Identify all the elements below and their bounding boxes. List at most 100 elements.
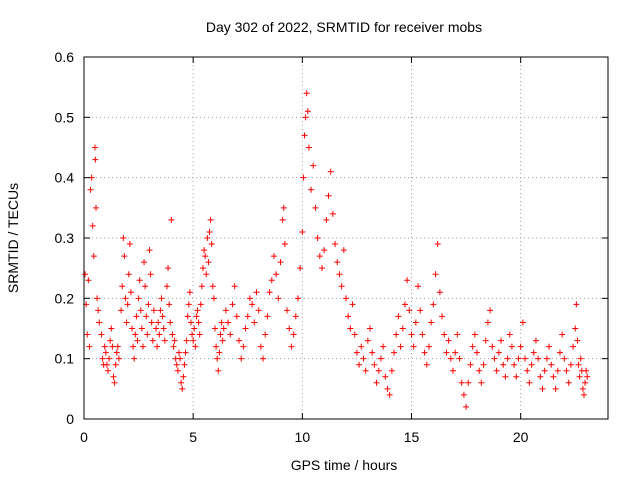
data-point (517, 343, 524, 350)
data-point (98, 331, 105, 338)
data-point (207, 216, 214, 223)
data-point (202, 253, 209, 260)
data-point (532, 337, 539, 344)
data-point (108, 325, 115, 332)
data-point (584, 373, 591, 380)
data-point (125, 271, 132, 278)
data-point (167, 319, 174, 326)
data-point (318, 265, 325, 272)
data-point (559, 331, 566, 338)
data-point (246, 295, 253, 302)
data-point (515, 355, 522, 362)
data-point (340, 247, 347, 254)
data-point (583, 367, 590, 374)
data-point (351, 331, 358, 338)
data-point (193, 313, 200, 320)
y-tick-label: 0.2 (55, 290, 75, 306)
data-point (572, 325, 579, 332)
data-point (262, 331, 269, 338)
data-point (220, 325, 227, 332)
data-point (316, 253, 323, 260)
data-point (186, 289, 193, 296)
data-point (417, 307, 424, 314)
data-point (573, 301, 580, 308)
data-point (460, 391, 467, 398)
data-point (362, 367, 369, 374)
data-point (580, 391, 587, 398)
data-point (178, 379, 185, 386)
data-point (268, 277, 275, 284)
y-tick-label: 0.5 (55, 109, 75, 125)
data-point (229, 301, 236, 308)
data-point (343, 295, 349, 302)
data-point (467, 361, 474, 368)
data-point (439, 313, 446, 320)
data-point (329, 210, 336, 217)
data-point (260, 355, 267, 362)
data-point (236, 337, 243, 344)
data-point (231, 283, 238, 290)
data-point (579, 385, 586, 392)
y-tick-label: 0.4 (55, 170, 75, 186)
data-point (552, 385, 559, 392)
data-point (275, 295, 282, 302)
data-point (212, 325, 218, 332)
data-point (180, 373, 187, 380)
data-point (305, 144, 312, 151)
data-point (114, 343, 121, 350)
data-point (249, 301, 256, 308)
data-point (118, 307, 125, 314)
data-point (190, 337, 197, 344)
data-point (506, 331, 513, 338)
data-point (84, 331, 91, 338)
data-point (300, 174, 307, 181)
data-point (550, 373, 557, 380)
data-point (474, 349, 480, 356)
data-point (323, 216, 330, 223)
data-point (537, 373, 544, 380)
data-point (415, 283, 422, 290)
data-point (227, 331, 234, 338)
x-tick-label: 20 (513, 429, 529, 445)
data-point (115, 355, 122, 362)
data-point (419, 331, 426, 338)
data-point (132, 331, 139, 338)
data-point (191, 325, 198, 332)
data-point (87, 186, 94, 193)
data-point (530, 349, 537, 356)
data-point (441, 331, 448, 338)
data-point (364, 337, 371, 344)
data-point (522, 355, 529, 362)
data-point (273, 271, 280, 278)
data-point (356, 361, 363, 368)
y-tick-label: 0.6 (55, 49, 75, 65)
data-point (290, 331, 297, 338)
data-point (154, 343, 161, 350)
data-point (554, 367, 561, 374)
data-point (548, 361, 555, 368)
data-point (425, 343, 432, 350)
data-point (539, 385, 546, 392)
data-point (327, 168, 334, 175)
data-point (86, 343, 93, 350)
data-point (238, 355, 245, 362)
y-tick-label: 0.1 (55, 351, 75, 367)
data-point (163, 283, 170, 290)
data-point (92, 156, 99, 163)
data-point (371, 361, 378, 368)
data-point (181, 361, 188, 368)
data-point (195, 319, 202, 326)
data-point (347, 325, 354, 332)
data-point (447, 355, 454, 362)
data-point (203, 271, 210, 278)
data-point (255, 307, 262, 314)
data-point (452, 349, 459, 356)
data-point (187, 319, 194, 326)
data-point (489, 343, 496, 350)
x-tick-label: 10 (295, 429, 311, 445)
data-point (216, 349, 223, 356)
data-point (360, 355, 367, 362)
data-point (575, 361, 582, 368)
data-point (349, 301, 356, 308)
